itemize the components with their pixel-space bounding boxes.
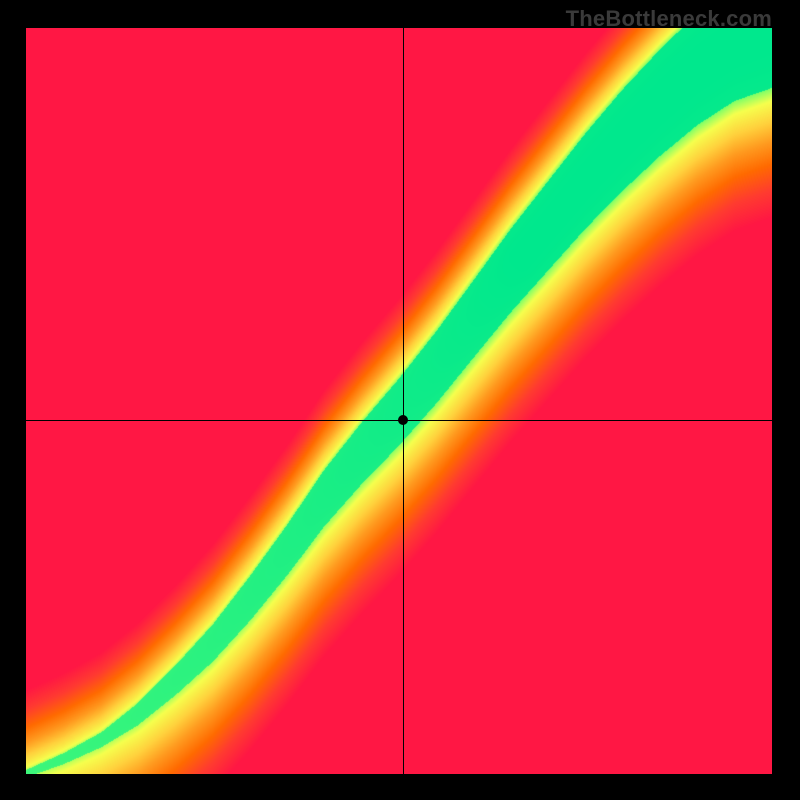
bottleneck-heatmap — [26, 28, 772, 774]
selection-marker — [398, 415, 408, 425]
crosshair-vertical — [403, 28, 404, 774]
heatmap-canvas — [26, 28, 772, 774]
watermark-text: TheBottleneck.com — [566, 6, 772, 32]
